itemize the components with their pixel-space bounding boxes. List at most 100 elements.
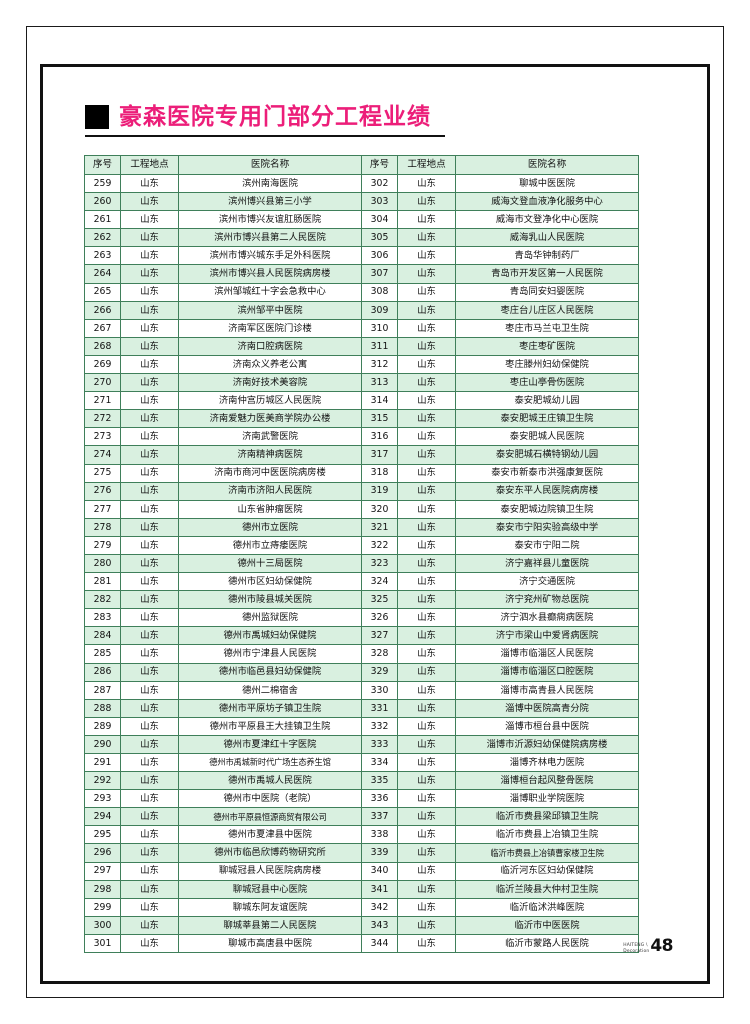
cell-no-right: 324 xyxy=(361,572,398,592)
cell-location-left: 山东 xyxy=(120,517,179,537)
cell-no-right: 302 xyxy=(361,173,398,194)
cell-hospital-name-right: 淄博市桓台县中医院 xyxy=(455,716,639,736)
cell-no-left: 270 xyxy=(84,373,121,393)
col-header-no-right: 序号 xyxy=(361,155,398,175)
cell-hospital-name-right: 枣庄山亭骨伤医院 xyxy=(455,373,639,393)
table-row: 300 山东 聊城莘县第二人民医院 343 山东 临沂市中医医院 xyxy=(84,915,639,935)
cell-location-right: 山东 xyxy=(397,789,456,809)
cell-hospital-name-left: 山东省肿瘤医院 xyxy=(178,499,362,519)
cell-hospital-name-right: 临沂市费县上冶镇曹家楼卫生院 xyxy=(455,843,639,863)
cell-hospital-name-left: 济南口腔病医院 xyxy=(178,336,362,356)
table-row: 299 山东 聊城东阿友谊医院 342 山东 临沂临沭洪峰医院 xyxy=(84,897,639,917)
cell-hospital-name-right: 枣庄市马兰屯卫生院 xyxy=(455,318,639,338)
cell-location-right: 山东 xyxy=(397,535,456,555)
table-row: 274 山东 济南精神病医院 317 山东 泰安肥城石横特钢幼儿园 xyxy=(84,445,639,465)
cell-hospital-name-right: 泰安市宁阳二院 xyxy=(455,535,639,555)
cell-hospital-name-left: 滨州邹平中医院 xyxy=(178,300,362,320)
cell-location-right: 山东 xyxy=(397,680,456,700)
cell-location-left: 山东 xyxy=(120,192,179,212)
cell-hospital-name-right: 淄博市沂源妇幼保健院病房楼 xyxy=(455,734,639,755)
cell-hospital-name-right: 聊城中医医院 xyxy=(455,173,639,194)
cell-location-left: 山东 xyxy=(120,445,179,465)
cell-location-left: 山东 xyxy=(120,391,179,411)
cell-no-right: 312 xyxy=(361,354,398,375)
cell-no-left: 295 xyxy=(84,825,121,845)
cell-hospital-name-left: 德州市中医院（老院） xyxy=(178,789,362,809)
cell-hospital-name-right: 济宁泗水县癫痫病医院 xyxy=(455,608,639,628)
cell-location-left: 山东 xyxy=(120,861,179,881)
cell-location-left: 山东 xyxy=(120,427,179,447)
cell-location-right: 山东 xyxy=(397,608,456,628)
cell-location-right: 山东 xyxy=(397,590,456,610)
cell-hospital-name-right: 威海乳山人民医院 xyxy=(455,228,639,248)
page-title-text: 豪森医院专用门部分工程业绩 xyxy=(119,103,431,130)
table-row: 275 山东 济南市商河中医医院病房楼 318 山东 泰安市新泰市洪强康复医院 xyxy=(84,463,639,483)
cell-hospital-name-left: 德州市陵县城关医院 xyxy=(178,590,362,610)
cell-location-right: 山东 xyxy=(397,318,456,338)
cell-hospital-name-right: 淄博中医院高青分院 xyxy=(455,698,639,718)
cell-no-left: 292 xyxy=(84,771,121,791)
cell-hospital-name-left: 济南爱魅力医美商学院办公楼 xyxy=(178,409,362,429)
cell-location-right: 山东 xyxy=(397,897,456,917)
cell-hospital-name-left: 德州市区妇幼保健院 xyxy=(178,572,362,592)
cell-location-left: 山东 xyxy=(120,626,179,646)
cell-no-right: 336 xyxy=(361,789,398,809)
cell-location-left: 山东 xyxy=(120,698,179,718)
table-row: 286 山东 德州市临邑县妇幼保健院 329 山东 淄博市临淄区口腔医院 xyxy=(84,662,639,682)
cell-hospital-name-right: 济宁嘉祥县儿童医院 xyxy=(455,553,639,574)
cell-no-right: 308 xyxy=(361,282,398,302)
table-row: 260 山东 滨州博兴县第三小学 303 山东 威海文登血液净化服务中心 xyxy=(84,192,639,212)
cell-hospital-name-left: 德州市立医院 xyxy=(178,517,362,537)
cell-location-left: 山东 xyxy=(120,572,179,592)
cell-location-left: 山东 xyxy=(120,336,179,356)
cell-location-left: 山东 xyxy=(120,590,179,610)
cell-no-left: 264 xyxy=(84,264,121,284)
cell-no-right: 307 xyxy=(361,264,398,284)
table-row: 268 山东 济南口腔病医院 311 山东 枣庄枣矿医院 xyxy=(84,336,639,356)
cell-hospital-name-right: 枣庄滕州妇幼保健院 xyxy=(455,354,639,375)
table-row: 278 山东 德州市立医院 321 山东 泰安市宁阳实验高级中学 xyxy=(84,517,639,537)
cell-no-right: 305 xyxy=(361,228,398,248)
cell-hospital-name-right: 临沂临沭洪峰医院 xyxy=(455,897,639,917)
cell-location-right: 山东 xyxy=(397,481,456,501)
table-row: 259 山东 滨州南海医院 302 山东 聊城中医医院 xyxy=(84,173,639,194)
cell-location-right: 山东 xyxy=(397,771,456,791)
table-row: 277 山东 山东省肿瘤医院 320 山东 泰安肥城边院镇卫生院 xyxy=(84,499,639,519)
cell-hospital-name-left: 滨州邹城红十字会急救中心 xyxy=(178,282,362,302)
table-header-row: 序号 工程地点 医院名称 序号 工程地点 医院名称 xyxy=(84,155,639,175)
cell-hospital-name-left: 聊城市高唐县中医院 xyxy=(178,933,362,954)
cell-location-left: 山东 xyxy=(120,553,179,574)
cell-location-left: 山东 xyxy=(120,481,179,501)
table-row: 281 山东 德州市区妇幼保健院 324 山东 济宁交通医院 xyxy=(84,572,639,592)
cell-location-left: 山东 xyxy=(120,933,179,954)
cell-no-right: 311 xyxy=(361,336,398,356)
table-row: 273 山东 济南武警医院 316 山东 泰安肥城人民医院 xyxy=(84,427,639,447)
cell-location-left: 山东 xyxy=(120,499,179,519)
cell-hospital-name-left: 济南众义养老公寓 xyxy=(178,354,362,375)
cell-no-left: 273 xyxy=(84,427,121,447)
table-row: 282 山东 德州市陵县城关医院 325 山东 济宁兖州矿物总医院 xyxy=(84,590,639,610)
cell-hospital-name-right: 威海市文登净化中心医院 xyxy=(455,210,639,230)
cell-no-left: 285 xyxy=(84,644,121,664)
cell-location-right: 山东 xyxy=(397,644,456,664)
cell-location-right: 山东 xyxy=(397,572,456,592)
cell-no-left: 297 xyxy=(84,861,121,881)
cell-hospital-name-left: 德州市立痔瘘医院 xyxy=(178,535,362,555)
cell-no-left: 291 xyxy=(84,752,121,773)
cell-hospital-name-right: 淄博职业学院医院 xyxy=(455,789,639,809)
cell-hospital-name-left: 滨州市博兴城东手足外科医院 xyxy=(178,246,362,266)
table-row: 269 山东 济南众义养老公寓 312 山东 枣庄滕州妇幼保健院 xyxy=(84,354,639,375)
cell-location-right: 山东 xyxy=(397,173,456,194)
cell-no-left: 283 xyxy=(84,608,121,628)
cell-hospital-name-left: 德州市夏津县中医院 xyxy=(178,825,362,845)
cell-hospital-name-left: 德州市夏津红十字医院 xyxy=(178,734,362,755)
cell-hospital-name-left: 德州市平原县恒源商贸有限公司 xyxy=(178,807,362,827)
cell-hospital-name-right: 淄博齐林电力医院 xyxy=(455,752,639,773)
cell-no-left: 274 xyxy=(84,445,121,465)
cell-hospital-name-right: 泰安市宁阳实验高级中学 xyxy=(455,517,639,537)
cell-no-left: 269 xyxy=(84,354,121,375)
cell-location-right: 山东 xyxy=(397,210,456,230)
cell-no-right: 319 xyxy=(361,481,398,501)
cell-no-left: 282 xyxy=(84,590,121,610)
cell-location-right: 山东 xyxy=(397,752,456,773)
